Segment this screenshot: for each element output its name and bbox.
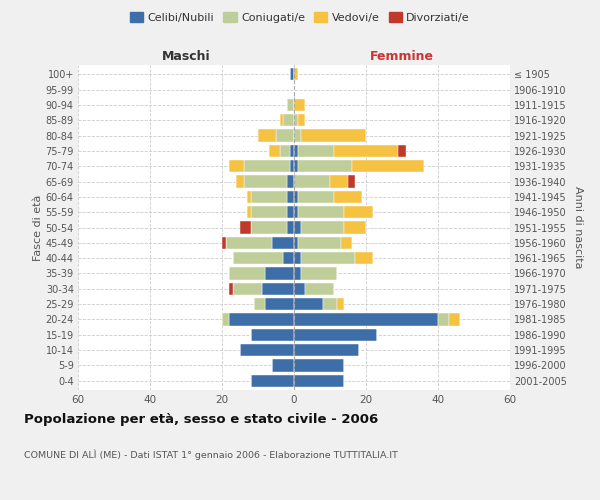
Bar bbox=[398, 144, 406, 157]
Text: Femmine: Femmine bbox=[370, 50, 434, 64]
Bar bbox=[323, 298, 337, 310]
Bar bbox=[222, 313, 229, 326]
Bar bbox=[355, 252, 373, 264]
Bar bbox=[294, 236, 298, 249]
Bar bbox=[287, 206, 294, 218]
Bar bbox=[251, 221, 287, 234]
Text: Popolazione per età, sesso e stato civile - 2006: Popolazione per età, sesso e stato civil… bbox=[24, 412, 378, 426]
Bar bbox=[298, 206, 344, 218]
Legend: Celibi/Nubili, Coniugati/e, Vedovi/e, Divorziati/e: Celibi/Nubili, Coniugati/e, Vedovi/e, Di… bbox=[125, 8, 475, 28]
Bar bbox=[276, 129, 294, 142]
Bar bbox=[294, 267, 301, 280]
Bar bbox=[251, 190, 287, 203]
Bar bbox=[287, 175, 294, 188]
Bar bbox=[283, 252, 294, 264]
Bar bbox=[262, 282, 294, 295]
Bar bbox=[290, 160, 294, 172]
Bar bbox=[298, 160, 352, 172]
Bar bbox=[269, 144, 280, 157]
Bar bbox=[298, 144, 334, 157]
Bar bbox=[352, 160, 424, 172]
Bar bbox=[240, 221, 251, 234]
Bar bbox=[294, 129, 301, 142]
Bar bbox=[240, 344, 294, 356]
Bar bbox=[287, 98, 294, 111]
Bar bbox=[222, 236, 226, 249]
Bar bbox=[272, 236, 294, 249]
Bar bbox=[280, 114, 283, 126]
Bar bbox=[247, 190, 251, 203]
Bar bbox=[348, 175, 355, 188]
Bar bbox=[301, 129, 366, 142]
Bar bbox=[301, 221, 344, 234]
Bar bbox=[294, 328, 377, 341]
Bar bbox=[229, 313, 294, 326]
Bar bbox=[298, 114, 305, 126]
Bar bbox=[298, 236, 341, 249]
Bar bbox=[226, 236, 272, 249]
Bar bbox=[287, 221, 294, 234]
Y-axis label: Anni di nascita: Anni di nascita bbox=[572, 186, 583, 269]
Bar bbox=[290, 68, 294, 80]
Bar bbox=[287, 190, 294, 203]
Bar bbox=[229, 267, 265, 280]
Y-axis label: Fasce di età: Fasce di età bbox=[32, 194, 43, 260]
Bar bbox=[294, 344, 359, 356]
Bar bbox=[337, 298, 344, 310]
Bar bbox=[229, 160, 244, 172]
Bar bbox=[294, 252, 301, 264]
Bar bbox=[294, 374, 344, 387]
Bar bbox=[294, 68, 298, 80]
Bar bbox=[233, 252, 283, 264]
Bar bbox=[294, 359, 344, 372]
Bar bbox=[294, 313, 438, 326]
Bar bbox=[294, 206, 298, 218]
Bar bbox=[258, 129, 276, 142]
Bar bbox=[251, 374, 294, 387]
Bar bbox=[294, 98, 305, 111]
Bar bbox=[334, 190, 362, 203]
Bar bbox=[244, 160, 290, 172]
Bar bbox=[283, 114, 294, 126]
Bar bbox=[265, 298, 294, 310]
Bar bbox=[272, 359, 294, 372]
Bar bbox=[244, 175, 287, 188]
Bar bbox=[294, 221, 301, 234]
Bar bbox=[294, 298, 323, 310]
Bar bbox=[301, 267, 337, 280]
Bar bbox=[301, 252, 355, 264]
Bar bbox=[438, 313, 449, 326]
Bar bbox=[305, 282, 334, 295]
Bar bbox=[265, 267, 294, 280]
Bar bbox=[334, 144, 398, 157]
Bar bbox=[294, 160, 298, 172]
Bar bbox=[251, 328, 294, 341]
Bar bbox=[294, 175, 330, 188]
Bar bbox=[330, 175, 348, 188]
Bar bbox=[449, 313, 460, 326]
Bar bbox=[247, 206, 251, 218]
Bar bbox=[254, 298, 265, 310]
Bar bbox=[294, 144, 298, 157]
Bar bbox=[294, 190, 298, 203]
Bar bbox=[294, 282, 305, 295]
Bar bbox=[280, 144, 290, 157]
Bar bbox=[229, 282, 233, 295]
Text: Maschi: Maschi bbox=[161, 50, 211, 64]
Bar bbox=[298, 190, 334, 203]
Text: COMUNE DI ALÌ (ME) - Dati ISTAT 1° gennaio 2006 - Elaborazione TUTTITALIA.IT: COMUNE DI ALÌ (ME) - Dati ISTAT 1° genna… bbox=[24, 450, 398, 460]
Bar bbox=[341, 236, 352, 249]
Bar bbox=[233, 282, 262, 295]
Bar bbox=[344, 221, 366, 234]
Bar bbox=[236, 175, 244, 188]
Bar bbox=[294, 114, 298, 126]
Bar bbox=[344, 206, 373, 218]
Bar bbox=[251, 206, 287, 218]
Bar bbox=[290, 144, 294, 157]
